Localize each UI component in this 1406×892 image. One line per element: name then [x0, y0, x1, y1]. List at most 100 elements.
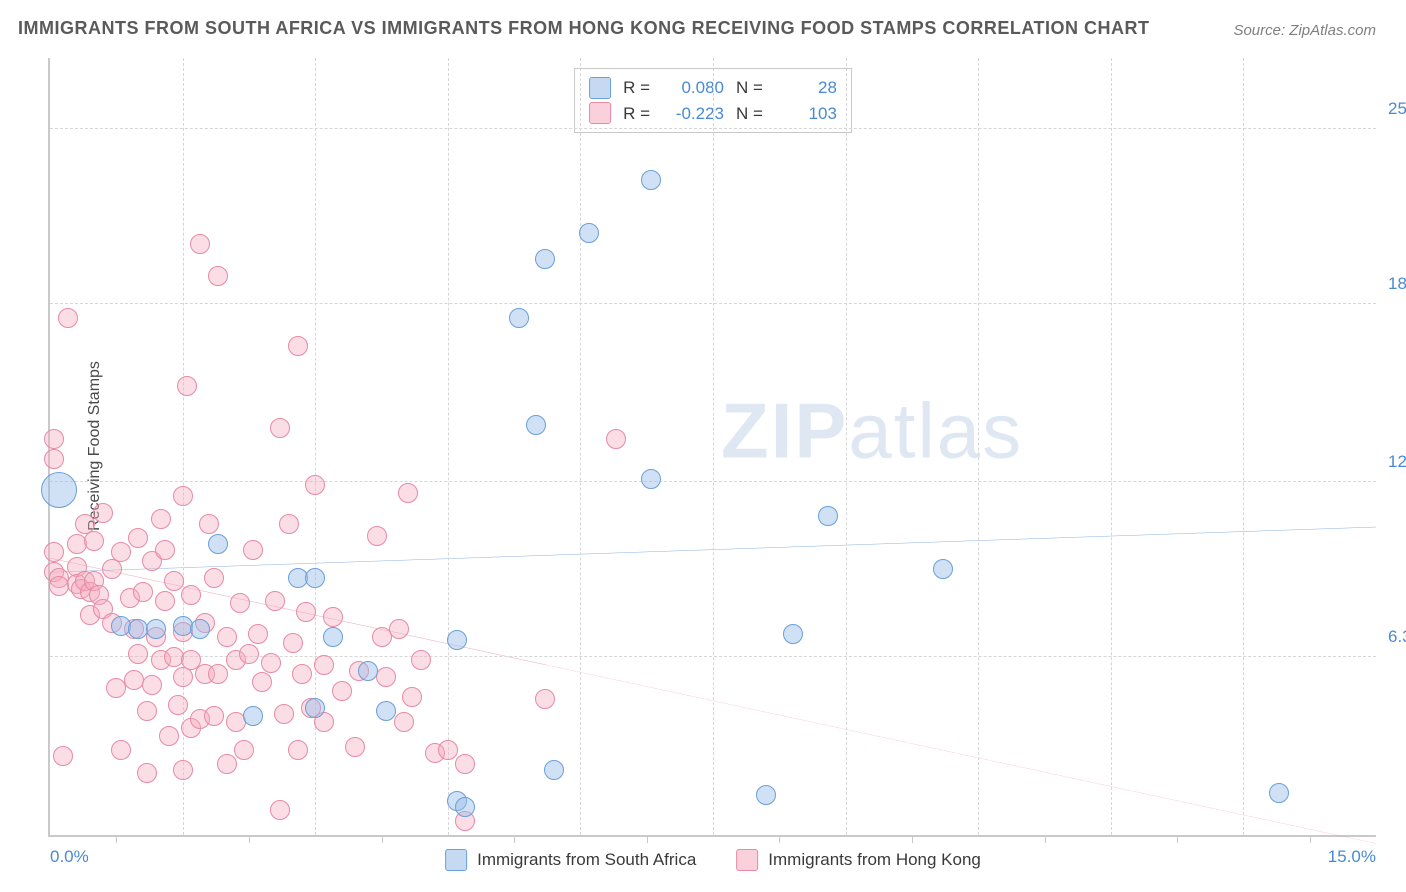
data-point-pink [177, 376, 197, 396]
data-point-pink [53, 746, 73, 766]
plot-area: ZIPatlas R = 0.080 N = 28 R = -0.223 N =… [48, 58, 1376, 837]
x-tick-minor [514, 835, 515, 843]
data-point-blue [146, 619, 166, 639]
data-point-pink [296, 602, 316, 622]
data-point-pink [292, 664, 312, 684]
data-point-pink [151, 509, 171, 529]
data-point-blue [190, 619, 210, 639]
chart-title: IMMIGRANTS FROM SOUTH AFRICA VS IMMIGRAN… [18, 18, 1149, 39]
data-point-blue [305, 698, 325, 718]
data-point-pink [270, 800, 290, 820]
data-point-pink [58, 308, 78, 328]
chart-container: IMMIGRANTS FROM SOUTH AFRICA VS IMMIGRAN… [0, 0, 1406, 892]
data-point-blue [818, 506, 838, 526]
data-point-pink [111, 740, 131, 760]
data-point-pink [44, 429, 64, 449]
data-point-blue [544, 760, 564, 780]
data-point-pink [44, 449, 64, 469]
data-point-blue [447, 630, 467, 650]
data-point-pink [208, 266, 228, 286]
series-legend: Immigrants from South Africa Immigrants … [445, 849, 981, 871]
data-point-pink [274, 704, 294, 724]
data-point-pink [133, 582, 153, 602]
data-point-pink [128, 528, 148, 548]
data-point-pink [217, 627, 237, 647]
legend-swatch-pink [736, 849, 758, 871]
data-point-blue [783, 624, 803, 644]
data-point-pink [234, 740, 254, 760]
data-point-pink [199, 514, 219, 534]
x-tick-minor [382, 835, 383, 843]
data-point-pink [283, 633, 303, 653]
data-point-pink [142, 675, 162, 695]
data-point-blue [509, 308, 529, 328]
y-tick-label: 12.5% [1378, 452, 1406, 472]
series-legend-label: Immigrants from Hong Kong [768, 850, 981, 870]
gridline-v [978, 58, 979, 835]
data-point-pink [376, 667, 396, 687]
gridline-v [1111, 58, 1112, 835]
data-point-pink [208, 664, 228, 684]
data-point-blue [455, 797, 475, 817]
data-point-pink [239, 644, 259, 664]
data-point-pink [137, 701, 157, 721]
legend-swatch-blue [445, 849, 467, 871]
data-point-pink [279, 514, 299, 534]
data-point-pink [137, 763, 157, 783]
data-point-pink [455, 754, 475, 774]
data-point-pink [67, 534, 87, 554]
data-point-pink [164, 571, 184, 591]
x-tick-minor [1045, 835, 1046, 843]
data-point-pink [535, 689, 555, 709]
data-point-blue [376, 701, 396, 721]
data-point-pink [270, 418, 290, 438]
data-point-pink [93, 503, 113, 523]
data-point-pink [204, 568, 224, 588]
data-point-blue [526, 415, 546, 435]
data-point-pink [305, 475, 325, 495]
data-point-pink [402, 687, 422, 707]
data-point-pink [44, 542, 64, 562]
data-point-pink [181, 585, 201, 605]
data-point-pink [204, 706, 224, 726]
data-point-blue [243, 706, 263, 726]
data-point-blue [323, 627, 343, 647]
data-point-pink [314, 655, 334, 675]
series-legend-item: Immigrants from South Africa [445, 849, 696, 871]
data-point-pink [438, 740, 458, 760]
data-point-blue [208, 534, 228, 554]
gridline-v [1243, 58, 1244, 835]
data-point-blue [756, 785, 776, 805]
data-point-blue [358, 661, 378, 681]
data-point-pink [288, 336, 308, 356]
data-point-pink [49, 576, 69, 596]
x-tick-label: 15.0% [1328, 847, 1376, 867]
data-point-blue [41, 472, 77, 508]
data-point-pink [155, 540, 175, 560]
data-point-pink [173, 486, 193, 506]
gridline-v [713, 58, 714, 835]
data-point-pink [394, 712, 414, 732]
gridline-v [580, 58, 581, 835]
series-legend-label: Immigrants from South Africa [477, 850, 696, 870]
data-point-pink [217, 754, 237, 774]
data-point-pink [398, 483, 418, 503]
data-point-pink [243, 540, 263, 560]
data-point-pink [155, 591, 175, 611]
gridline-v [183, 58, 184, 835]
data-point-blue [933, 559, 953, 579]
x-tick-label: 0.0% [50, 847, 89, 867]
x-tick-minor [779, 835, 780, 843]
gridline-v [846, 58, 847, 835]
data-point-blue [641, 170, 661, 190]
source-attribution: Source: ZipAtlas.com [1233, 22, 1376, 39]
data-point-pink [128, 644, 148, 664]
data-point-pink [84, 531, 104, 551]
data-point-pink [252, 672, 272, 692]
y-tick-label: 6.3% [1378, 627, 1406, 647]
data-point-pink [367, 526, 387, 546]
data-point-pink [159, 726, 179, 746]
x-tick-minor [647, 835, 648, 843]
data-point-pink [345, 737, 365, 757]
data-point-blue [579, 223, 599, 243]
